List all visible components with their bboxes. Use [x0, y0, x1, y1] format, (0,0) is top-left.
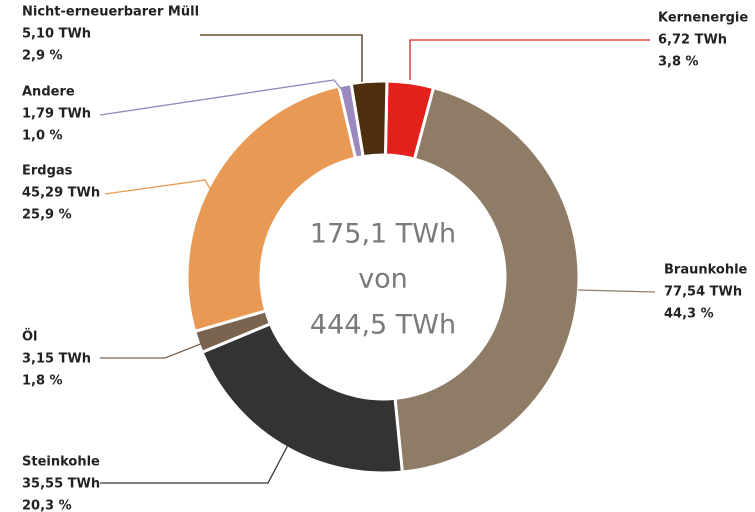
percent-label: 44,3 %	[664, 307, 714, 322]
value-label: 77,54 TWh	[664, 285, 742, 300]
leader-line	[99, 79, 343, 116]
category-label: Andere	[22, 85, 75, 100]
donut-segment	[349, 79, 389, 159]
value-label: 45,29 TWh	[22, 186, 100, 201]
category-label: Erdgas	[22, 164, 73, 179]
category-label: Öl	[22, 329, 38, 345]
percent-label: 20,3 %	[22, 499, 72, 512]
leader-line	[200, 34, 363, 82]
percent-label: 2,9 %	[22, 49, 63, 64]
category-label: Kernenergie	[658, 11, 748, 26]
value-label: 5,10 TWh	[22, 27, 91, 42]
center-label: 444,5 TWh	[310, 310, 456, 341]
category-label: Nicht-erneuerbarer Müll	[22, 5, 199, 20]
leader-line	[577, 289, 656, 293]
leader-line	[409, 39, 650, 80]
center-label: von	[358, 264, 408, 295]
percent-label: 25,9 %	[22, 208, 72, 223]
category-label: Braunkohle	[664, 263, 748, 278]
percent-label: 1,0 %	[22, 129, 63, 144]
center-label: 175,1 TWh	[310, 219, 456, 250]
leader-line	[104, 179, 213, 195]
leader-line	[100, 342, 204, 359]
donut-segment	[200, 321, 404, 475]
value-label: 3,15 TWh	[22, 352, 91, 367]
value-label: 6,72 TWh	[658, 33, 727, 48]
value-label: 35,55 TWh	[22, 477, 100, 492]
donut-segment	[185, 84, 358, 334]
percent-label: 3,8 %	[658, 55, 699, 70]
percent-label: 1,8 %	[22, 374, 63, 389]
category-label: Steinkohle	[22, 455, 100, 470]
leader-line	[100, 444, 289, 484]
value-label: 1,79 TWh	[22, 107, 91, 122]
donut-segment	[393, 85, 581, 474]
